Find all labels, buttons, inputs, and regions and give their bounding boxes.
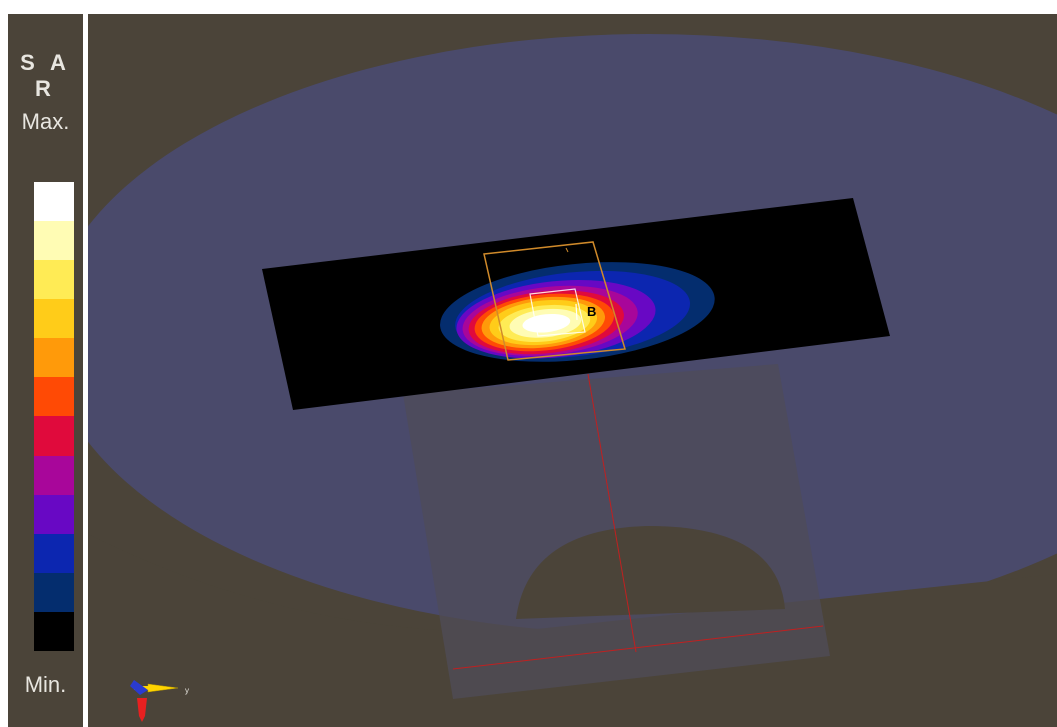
reference-line-horizontal (452, 625, 824, 670)
legend-title: S A R (20, 50, 71, 101)
coarse-scan-box (483, 241, 626, 361)
legend-max-label: Max. (21, 109, 70, 134)
probe-marker-label: B (587, 304, 596, 319)
legend-min-label: Min. (24, 672, 67, 697)
axis-triad: y (130, 680, 189, 722)
colorbar-segment (34, 494, 74, 534)
colorbar-segment (34, 299, 74, 339)
colorbar-segment (34, 377, 74, 417)
colorbar-segment (34, 416, 74, 456)
sar-colorbar (34, 182, 74, 651)
triad-x-arrow (137, 698, 147, 722)
zoom-scan-box (529, 288, 586, 337)
colorbar-segment (34, 533, 74, 573)
colorbar-segment (34, 182, 74, 222)
colorbar-segment (34, 572, 74, 612)
scene-svg: B y (88, 34, 1057, 727)
device-shadow (516, 526, 785, 619)
colorbar-segment (34, 221, 74, 261)
triad-y-label: y (185, 686, 189, 695)
sar-legend-panel: S A R Max. Min. (8, 14, 83, 727)
colorbar-segment (34, 338, 74, 378)
reference-line-vertical (587, 373, 637, 653)
3d-viewport[interactable]: B y (88, 14, 1057, 727)
colorbar-segment (34, 611, 74, 651)
sar-distribution (440, 262, 715, 362)
triad-z-arrow (130, 680, 148, 695)
probe-needle (575, 303, 578, 321)
colorbar-segment (34, 455, 74, 495)
colorbar-segment (34, 260, 74, 300)
coarse-scan-tick (565, 247, 569, 253)
